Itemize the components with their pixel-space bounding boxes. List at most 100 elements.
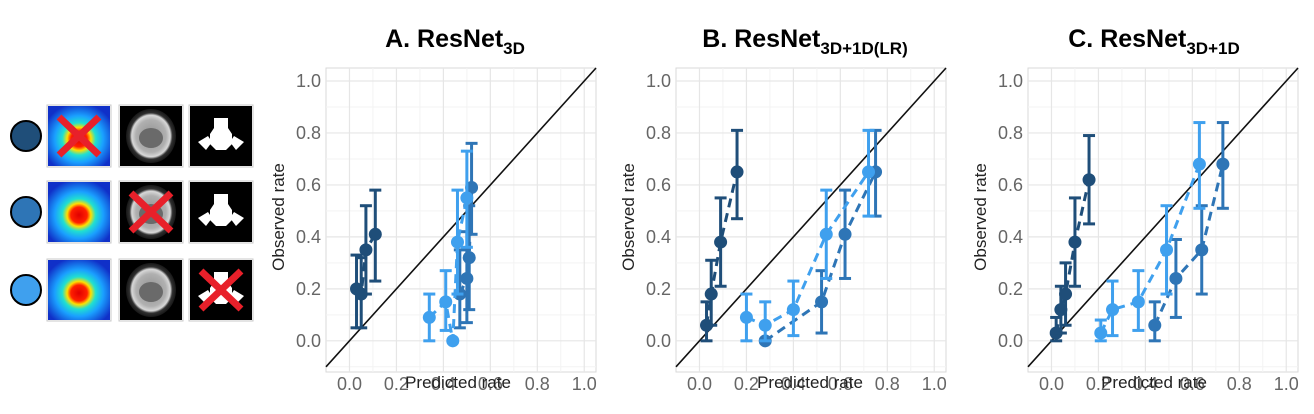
y-tick-label: 0.2 bbox=[296, 279, 321, 299]
data-point bbox=[1216, 157, 1230, 171]
data-point bbox=[460, 191, 474, 205]
y-tick-label: 1.0 bbox=[998, 71, 1023, 91]
y-tick-label: 0.4 bbox=[998, 227, 1023, 247]
x-tick-label: 0.4 bbox=[431, 374, 456, 394]
identity-line bbox=[1027, 67, 1299, 368]
data-point bbox=[1169, 271, 1183, 285]
data-point bbox=[704, 287, 718, 301]
data-point bbox=[1106, 303, 1120, 317]
x-tick-label: 0.8 bbox=[1227, 374, 1252, 394]
dose-map-thumbnail bbox=[48, 182, 110, 242]
data-point bbox=[1131, 295, 1145, 309]
x-tick-label: 0.2 bbox=[734, 374, 759, 394]
x-tick-label: 0.8 bbox=[875, 374, 900, 394]
y-tick-label: 0.4 bbox=[296, 227, 321, 247]
data-point bbox=[1160, 243, 1174, 257]
data-point bbox=[450, 235, 464, 249]
x-tick-label: 0.8 bbox=[525, 374, 550, 394]
identity-line bbox=[325, 67, 597, 368]
x-tick-label: 1.0 bbox=[572, 374, 597, 394]
chart-c-title: C. ResNet3D+1D bbox=[1068, 25, 1239, 58]
identity-line bbox=[675, 67, 947, 368]
chart-a-xlabel: Predicted rate bbox=[405, 373, 511, 392]
data-point bbox=[1192, 157, 1206, 171]
series-line bbox=[705, 171, 739, 326]
y-tick-label: 0.8 bbox=[646, 123, 671, 143]
chart-c-xlabel: Predicted rate bbox=[1101, 373, 1207, 392]
y-tick-label: 0.0 bbox=[998, 331, 1023, 351]
legend-marker bbox=[10, 274, 42, 306]
data-point bbox=[838, 227, 852, 241]
data-point bbox=[1148, 318, 1162, 332]
data-point bbox=[862, 165, 876, 179]
y-tick-label: 0.2 bbox=[646, 279, 671, 299]
y-tick-label: 0.8 bbox=[998, 123, 1023, 143]
legend-row bbox=[10, 258, 254, 322]
x-tick-label: 0.0 bbox=[1039, 374, 1064, 394]
data-point bbox=[739, 310, 753, 324]
series-series-3 bbox=[1094, 121, 1206, 343]
x-tick-label: 0.0 bbox=[687, 374, 712, 394]
chart-a-ylabel: Observed rate bbox=[269, 163, 288, 271]
data-point bbox=[730, 165, 744, 179]
x-tick-label: 1.0 bbox=[922, 374, 947, 394]
x-tick-label: 0.4 bbox=[1133, 374, 1158, 394]
x-tick-label: 0.6 bbox=[828, 374, 853, 394]
data-point bbox=[758, 318, 772, 332]
data-point bbox=[1068, 235, 1082, 249]
chart-b-ylabel: Observed rate bbox=[619, 163, 638, 271]
series-series-2 bbox=[1148, 121, 1230, 343]
x-tick-label: 0.2 bbox=[384, 374, 409, 394]
data-point bbox=[1195, 243, 1209, 257]
x-tick-label: 0.6 bbox=[1180, 374, 1205, 394]
series-series-3 bbox=[422, 149, 474, 348]
y-tick-label: 0.0 bbox=[296, 331, 321, 351]
legend-marker bbox=[10, 120, 42, 152]
data-point bbox=[786, 303, 800, 317]
legend-row bbox=[10, 180, 254, 244]
series-series-1 bbox=[350, 188, 382, 330]
data-point bbox=[1094, 326, 1108, 340]
y-tick-label: 0.6 bbox=[296, 175, 321, 195]
y-tick-label: 0.6 bbox=[646, 175, 671, 195]
y-tick-label: 1.0 bbox=[296, 71, 321, 91]
calibration-chart-a: A. ResNet3D 0.0 0.2 0.4 0.6 0.8 1.0 0.0 0.2 0.4 0… bbox=[269, 25, 597, 394]
y-tick-label: 0.4 bbox=[646, 227, 671, 247]
dose-map-thumbnail bbox=[48, 260, 110, 320]
calibration-chart-c: C. ResNet3D+1D 0.0 0.2 0.4 0.6 0.8 1.0 0.0 0.2 0… bbox=[971, 25, 1299, 394]
series-series-1 bbox=[1049, 134, 1096, 343]
data-point bbox=[819, 227, 833, 241]
data-point bbox=[359, 243, 373, 257]
chart-b-title: B. ResNet3D+1D(LR) bbox=[702, 25, 907, 58]
data-point bbox=[446, 334, 460, 348]
data-point bbox=[1059, 287, 1073, 301]
calibration-chart-b: B. ResNet3D+1D(LR) 0.0 0.2 0.4 0.6 0.8 1.0 0.0… bbox=[619, 25, 947, 394]
y-tick-label: 1.0 bbox=[646, 71, 671, 91]
data-point bbox=[714, 235, 728, 249]
series-series-1 bbox=[700, 128, 744, 343]
data-point bbox=[460, 271, 474, 285]
x-tick-label: 0.4 bbox=[781, 374, 806, 394]
chart-c-ylabel: Observed rate bbox=[971, 163, 990, 271]
series-series-3 bbox=[739, 128, 876, 343]
chart-b-xlabel: Predicted rate bbox=[757, 373, 863, 392]
x-tick-label: 0.6 bbox=[478, 374, 503, 394]
chart-a-title: A. ResNet3D bbox=[385, 25, 525, 58]
data-point bbox=[368, 227, 382, 241]
x-tick-label: 0.2 bbox=[1086, 374, 1111, 394]
x-tick-label: 1.0 bbox=[1274, 374, 1299, 394]
y-tick-label: 0.8 bbox=[296, 123, 321, 143]
series-line bbox=[458, 187, 474, 295]
data-point bbox=[815, 295, 829, 309]
data-point bbox=[462, 251, 476, 265]
x-tick-label: 0.0 bbox=[337, 374, 362, 394]
legend-marker bbox=[10, 196, 42, 228]
y-tick-label: 0.0 bbox=[646, 331, 671, 351]
input-ablation-legend bbox=[10, 104, 254, 322]
y-tick-label: 0.2 bbox=[998, 279, 1023, 299]
legend-row bbox=[10, 104, 254, 168]
data-point bbox=[439, 295, 453, 309]
data-point bbox=[422, 310, 436, 324]
data-point bbox=[1082, 173, 1096, 187]
y-tick-label: 0.6 bbox=[998, 175, 1023, 195]
